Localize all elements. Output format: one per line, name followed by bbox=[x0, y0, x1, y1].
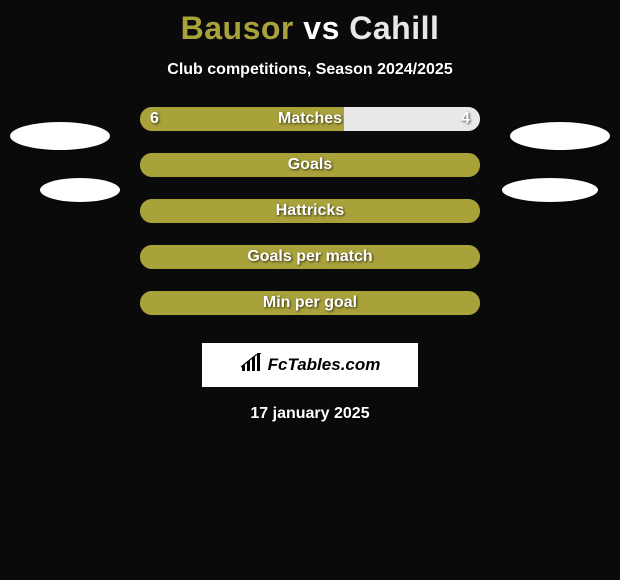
player2-name: Cahill bbox=[349, 10, 439, 46]
stat-row: Goals per match bbox=[0, 245, 620, 291]
decorative-ellipse bbox=[502, 178, 598, 202]
decorative-ellipse bbox=[510, 122, 610, 150]
decorative-ellipse bbox=[40, 178, 120, 202]
vs-text: vs bbox=[303, 10, 340, 46]
stat-value-left: 6 bbox=[150, 107, 159, 131]
stat-row: Min per goal bbox=[0, 291, 620, 337]
stat-label: Hattricks bbox=[0, 199, 620, 223]
stat-label: Goals per match bbox=[0, 245, 620, 269]
snapshot-date: 17 january 2025 bbox=[0, 405, 620, 423]
brand-badge: FcTables.com bbox=[202, 343, 418, 387]
stat-label: Goals bbox=[0, 153, 620, 177]
stat-row: Hattricks bbox=[0, 199, 620, 245]
stat-value-right: 4 bbox=[461, 107, 470, 131]
stat-label: Min per goal bbox=[0, 291, 620, 315]
comparison-title: Bausor vs Cahill bbox=[0, 0, 620, 47]
player1-name: Bausor bbox=[181, 10, 294, 46]
decorative-ellipse bbox=[10, 122, 110, 150]
brand-text: FcTables.com bbox=[268, 355, 381, 375]
chart-bar-icon bbox=[240, 353, 264, 378]
subtitle: Club competitions, Season 2024/2025 bbox=[0, 61, 620, 79]
